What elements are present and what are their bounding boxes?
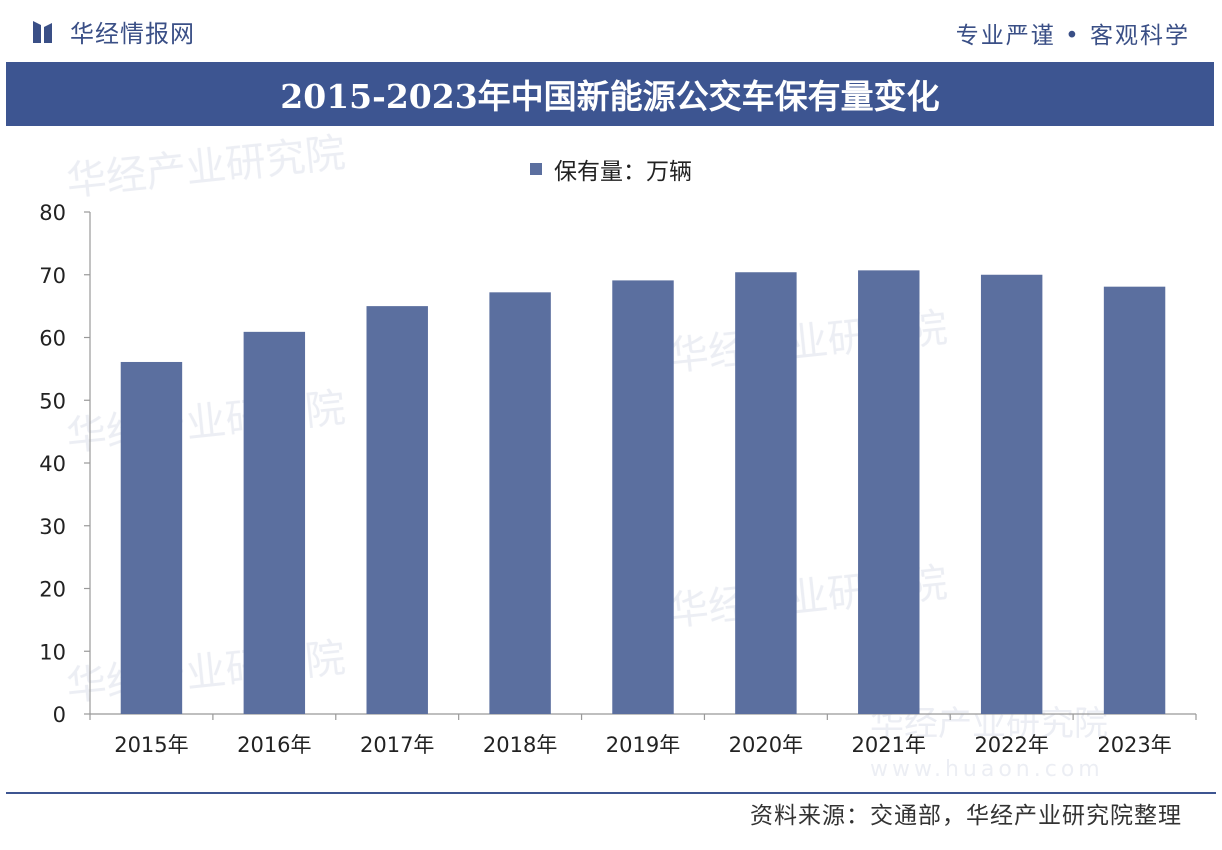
- x-tick-label: 2022年: [974, 733, 1048, 757]
- brand-logo-icon: [33, 20, 52, 43]
- legend-swatch: [530, 163, 542, 175]
- y-tick-label: 80: [39, 201, 66, 225]
- ticks: 0 10 20 30 40 50 60 70 80 2015年 2016年 2017年 2018年 201…: [39, 201, 1172, 757]
- y-tick-label: 10: [39, 640, 66, 664]
- source-note: 资料来源：交通部，华经产业研究院整理: [750, 803, 1182, 829]
- x-tick-label: 2015年: [114, 733, 188, 757]
- chart-title: 2015-2023年中国新能源公交车保有量变化: [280, 77, 940, 116]
- y-tick-label: 30: [39, 515, 66, 539]
- brand: 华经情报网: [30, 14, 195, 49]
- bar: [243, 331, 306, 714]
- y-tick-label: 20: [39, 578, 66, 602]
- footer-divider: [6, 792, 1216, 794]
- legend-label: 保有量：万辆: [554, 159, 692, 185]
- slogan: 专业严谨 • 客观科学: [955, 23, 1190, 49]
- bars: [120, 270, 1166, 714]
- x-tick-label: 2019年: [606, 733, 680, 757]
- bar: [489, 292, 551, 714]
- bar: [366, 306, 428, 714]
- bar: [858, 270, 920, 714]
- legend: 保有量：万辆: [0, 152, 1222, 186]
- x-tick-label: 2021年: [852, 733, 926, 757]
- bar: [735, 272, 797, 714]
- y-tick-label: 50: [39, 389, 66, 413]
- bar: [1103, 286, 1166, 714]
- x-tick-label: 2020年: [729, 733, 803, 757]
- watermark-site: www.huaon.com: [870, 757, 1104, 782]
- watermark-layer: 华经产业研究院 华经产业研究院 华经产业研究院 华经产业研究院 华经产业研究院 …: [64, 130, 1108, 782]
- y-tick-label: 40: [39, 452, 66, 476]
- brand-name: 华经情报网: [70, 20, 195, 48]
- watermark-text: 华经产业研究院: [64, 130, 347, 205]
- x-tick-label: 2023年: [1097, 733, 1171, 757]
- x-tick-label: 2016年: [237, 733, 311, 757]
- title-bar: 2015-2023年中国新能源公交车保有量变化: [6, 62, 1214, 126]
- bar: [980, 274, 1043, 714]
- x-tick-label: 2017年: [360, 733, 434, 757]
- bar: [612, 280, 674, 714]
- y-tick-label: 60: [39, 327, 66, 351]
- y-tick-label: 70: [39, 264, 66, 288]
- top-bar: 华经情报网 专业严谨 • 客观科学: [0, 0, 1222, 58]
- x-tick-label: 2018年: [483, 733, 557, 757]
- y-tick-label: 0: [53, 703, 66, 727]
- bar: [120, 361, 183, 714]
